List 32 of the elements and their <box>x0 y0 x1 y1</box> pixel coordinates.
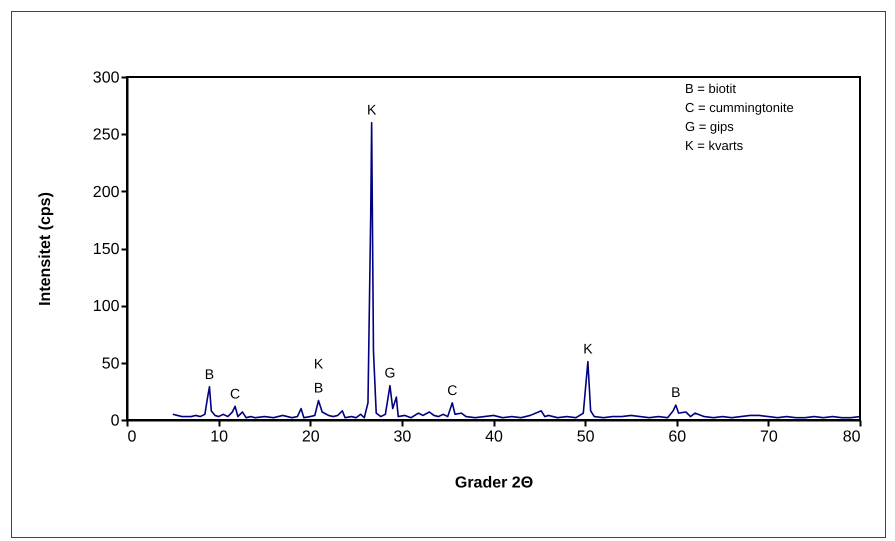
y-tick-label: 250 <box>92 126 120 144</box>
y-tick-label: 50 <box>102 355 120 372</box>
annotation: B = biotit <box>685 81 736 96</box>
annotation: K <box>366 102 377 118</box>
x-tick-label: 20 <box>302 428 320 446</box>
annotation: C <box>230 385 240 402</box>
annotation: K <box>314 356 324 372</box>
line-series <box>172 122 860 419</box>
y-tick-label: 300 <box>92 70 120 86</box>
annotation: K = kvarts <box>685 138 744 153</box>
annotation: G = gips <box>685 119 734 134</box>
x-tick-label: 40 <box>485 428 503 446</box>
y-tick-label: 150 <box>92 241 120 258</box>
x-tick-label: 0 <box>128 428 136 446</box>
y-axis-title: Intensitet (cps) <box>36 192 54 306</box>
y-tick-label: 100 <box>92 298 120 316</box>
x-tick-label: 80 <box>842 428 861 446</box>
annotation: K <box>583 340 594 357</box>
annotation: C = cummingtonite <box>685 100 794 115</box>
annotation: C <box>447 382 458 398</box>
x-tick-label: 10 <box>210 428 228 446</box>
y-tick-label: 0 <box>110 412 120 430</box>
annotation: B <box>314 380 324 396</box>
y-tick-label: 200 <box>92 184 120 201</box>
x-tick-label: 50 <box>576 428 595 446</box>
annotation: G <box>384 364 396 381</box>
x-tick-label: 30 <box>393 428 412 446</box>
x-tick-label: 70 <box>760 428 778 446</box>
annotation: B <box>671 384 681 400</box>
x-tick-label: 60 <box>668 428 686 446</box>
x-axis-title: Grader 2Θ <box>454 474 534 492</box>
annotation: B <box>204 366 214 382</box>
